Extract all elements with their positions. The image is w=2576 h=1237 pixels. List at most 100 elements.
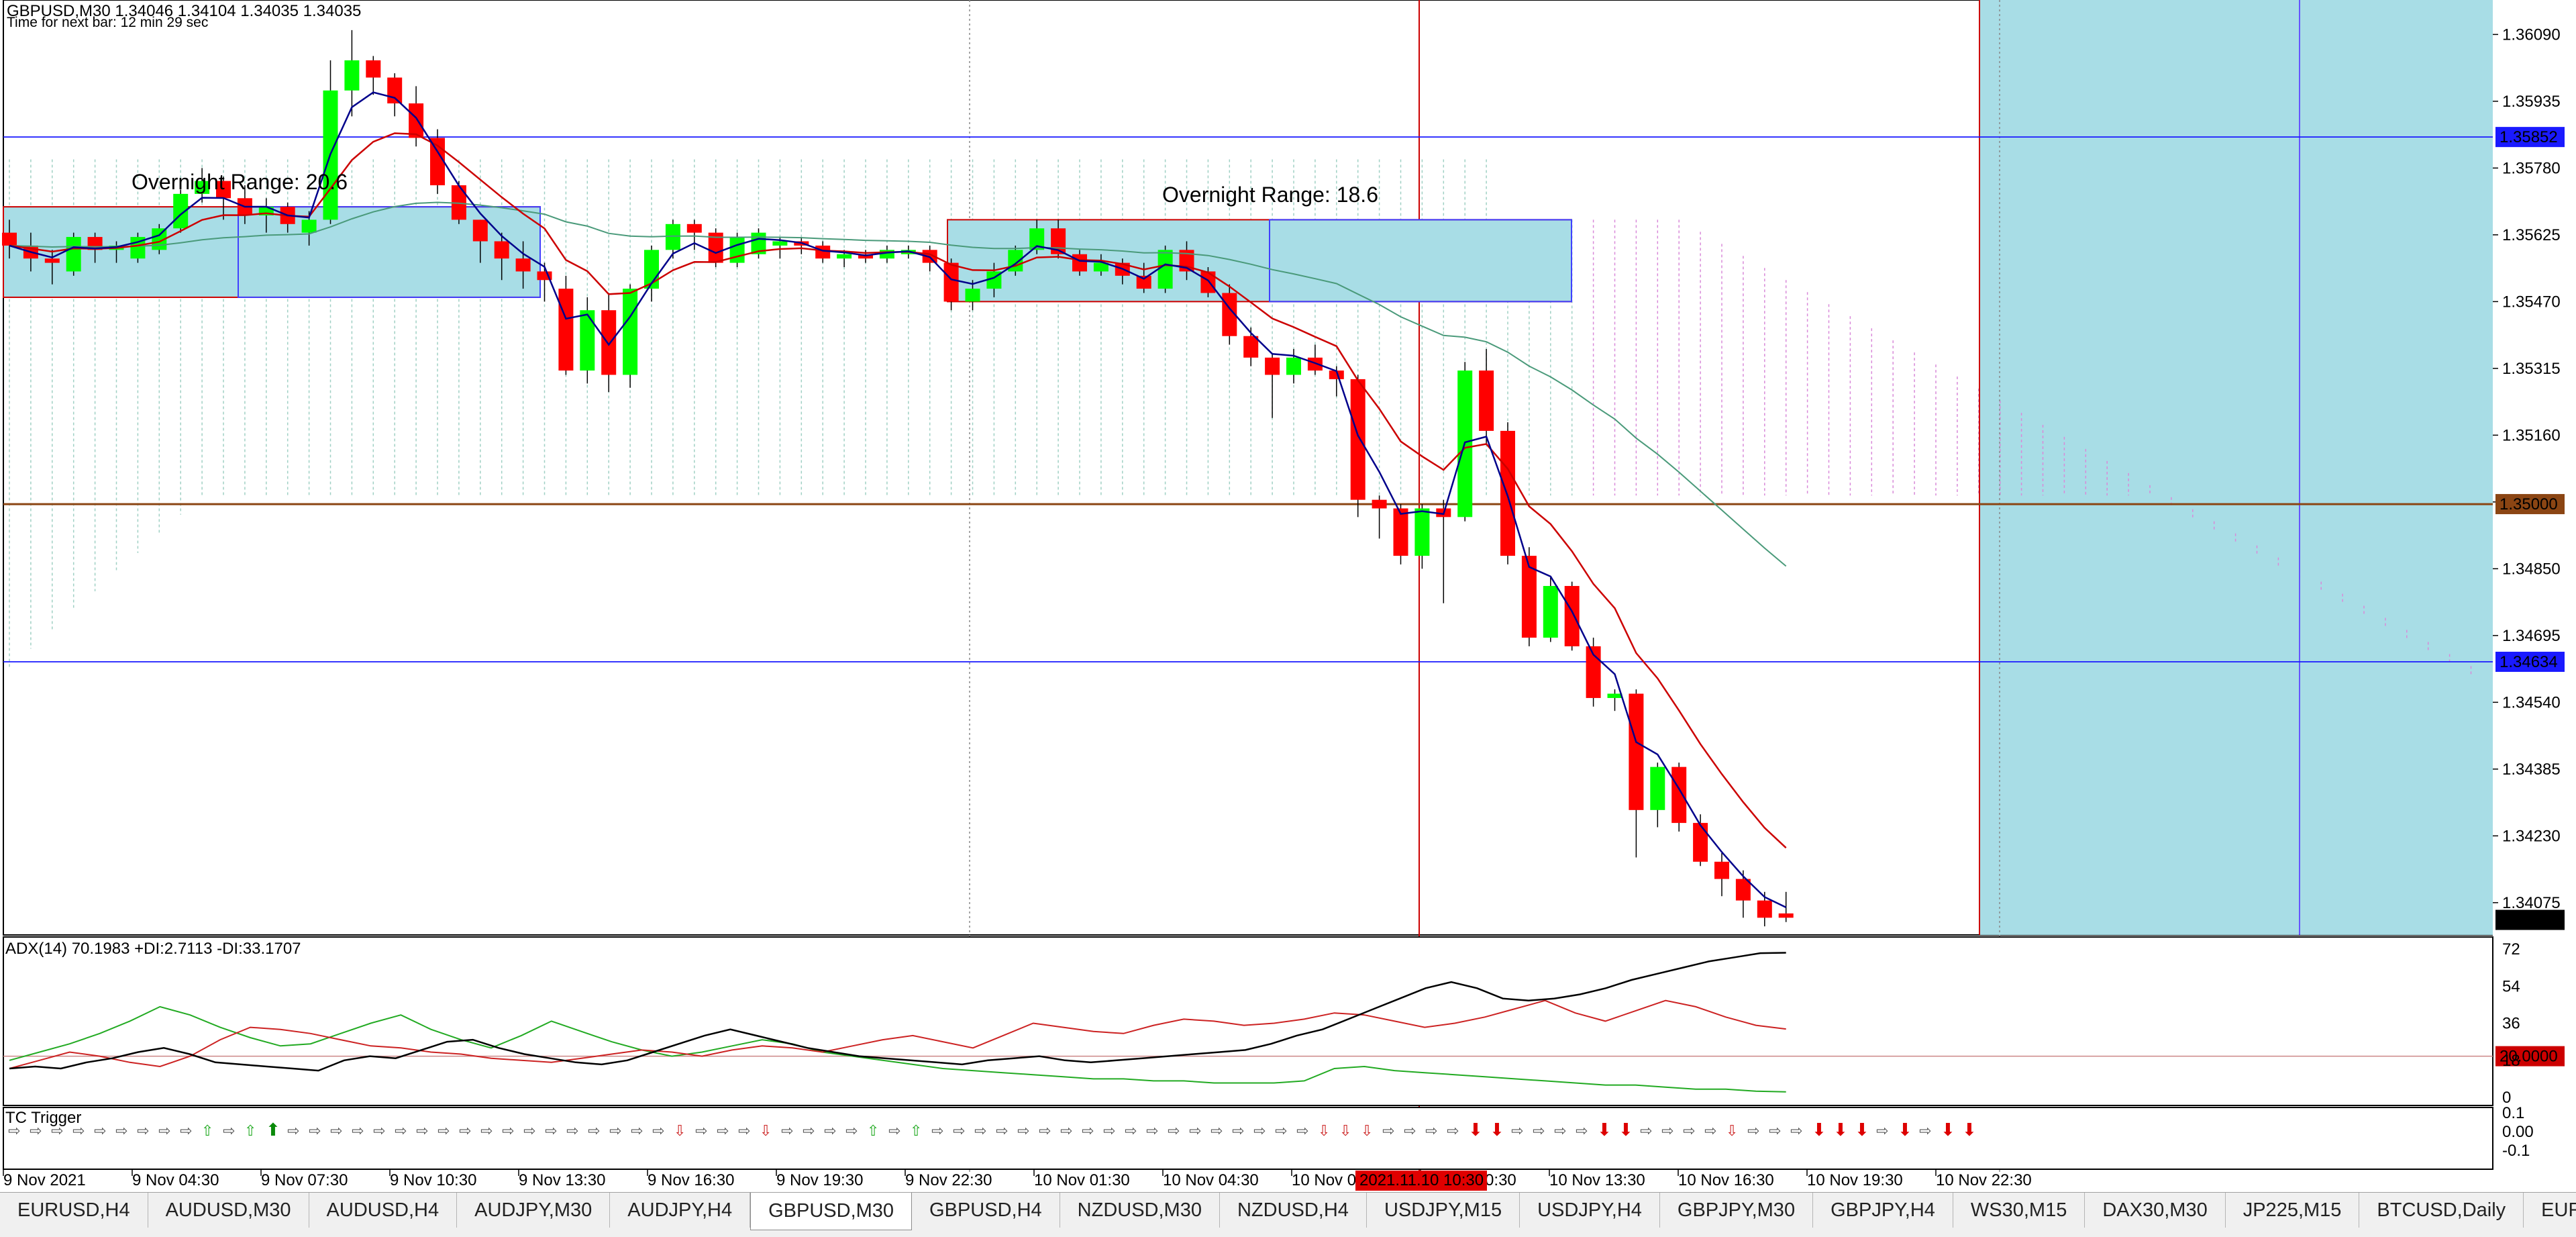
bull-candle — [1650, 766, 1665, 810]
bear-candle — [1757, 900, 1772, 918]
tc-arrow-icon: ⇨ — [1146, 1123, 1158, 1140]
symbol-tab[interactable]: EURUSD,H4 — [0, 1193, 148, 1228]
tc-arrow-icon: ⬆ — [266, 1120, 280, 1140]
tc-arrow-icon: ⇨ — [845, 1123, 858, 1140]
symbol-tab[interactable]: WS30,M15 — [1953, 1193, 2085, 1228]
tc-panel: 0.10.00-0.1 ⇨ ⇨ ⇨ ⇨ ⇨ ⇨ ⇨ ⇨ ⇨ ⇧ ⇨ ⇧ ⬆ ⇨ ⇨ ⇨ ⇨ ⇨ ⇨ ⇨ ⇨ ⇨ ⇨ ⇨ ⇨ ⇨ ⇨ ⇨ ⇨… — [3, 1104, 2534, 1170]
price-tick-label: 1.34075 — [2502, 894, 2561, 912]
symbol-tab[interactable]: BTCUSD,Daily — [2359, 1193, 2524, 1228]
symbol-tab[interactable]: AUDJPY,H4 — [610, 1193, 751, 1228]
bull-candle — [1093, 262, 1109, 272]
tc-arrow-icon: ⬇ — [1618, 1120, 1633, 1140]
symbol-tab[interactable]: USDJPY,M15 — [1367, 1193, 1521, 1228]
time-tick-label: 10 Nov 13:30 — [1549, 1171, 1645, 1189]
tc-arrow-icon: ⇨ — [502, 1123, 514, 1140]
symbol-tab[interactable]: AUDUSD,M30 — [148, 1193, 309, 1228]
bear-candle — [558, 289, 574, 371]
time-tick-label: 10 Nov 01:30 — [1034, 1171, 1130, 1189]
tc-arrow-icon: ⇧ — [201, 1123, 213, 1140]
symbol-tab[interactable]: NZDUSD,M30 — [1060, 1193, 1220, 1228]
bull-candle — [965, 289, 980, 302]
tc-arrow-icon: ⇨ — [1790, 1123, 1802, 1140]
price-tick-label: 1.35935 — [2502, 93, 2561, 111]
candles — [2, 30, 1794, 927]
symbol-header: GBPUSD,M30 1.34046 1.34104 1.34035 1.340… — [7, 2, 361, 20]
price-tick-label: 1.35780 — [2502, 159, 2561, 177]
symbol-tab[interactable]: GBPUSD,H4 — [912, 1193, 1060, 1228]
symbol-tab[interactable]: AUDUSD,H4 — [309, 1193, 458, 1228]
chart-canvas[interactable]: 1.36090 1.35935 1.35780 1.35625 1.35470 1.353… — [0, 0, 2576, 1198]
tc-arrow-icon: ⇨ — [1769, 1123, 1781, 1140]
price-tick-label: 1.34695 — [2502, 627, 2561, 645]
tc-arrow-icon: ⇨ — [824, 1123, 836, 1140]
tc-arrow-icon: ⇨ — [1039, 1123, 1051, 1140]
symbol-tab[interactable]: AUDJPY,M30 — [457, 1193, 611, 1228]
symbol-tab-bar: EURUSD,H4 AUDUSD,M30 AUDUSD,H4 AUDJPY,M30 AU… — [0, 1192, 2576, 1237]
tc-arrow-icon: ⇨ — [1661, 1123, 1673, 1140]
bear-candle — [1671, 766, 1687, 824]
tc-arrow-icon: ⇨ — [223, 1123, 235, 1140]
bear-candle — [44, 258, 60, 263]
tc-arrow-icon: ⬇ — [1855, 1120, 1869, 1140]
symbol-tab[interactable]: NZDUSD,H4 — [1220, 1193, 1367, 1228]
price-tick-label: 1.34850 — [2502, 560, 2561, 578]
tc-arrow-icon: ⬇ — [1468, 1120, 1483, 1140]
bull-candle — [344, 60, 360, 91]
price-tick-label: 1.34385 — [2502, 760, 2561, 779]
bear-candle — [409, 103, 424, 138]
price-tick-label: 1.36090 — [2502, 26, 2561, 44]
tc-arrow-icon: ⇨ — [459, 1123, 471, 1140]
tc-arrow-icon: ⇨ — [437, 1123, 450, 1140]
symbol-tab[interactable]: USDJPY,H4 — [1520, 1193, 1660, 1228]
tc-arrow-icon: ⇨ — [566, 1123, 578, 1140]
tc-arrow-icon: ⇨ — [1125, 1123, 1137, 1140]
symbol-tab[interactable]: JP225,M15 — [2226, 1193, 2360, 1228]
time-tick-label: 10 Nov 22:30 — [1936, 1171, 2032, 1189]
bear-candle — [472, 219, 488, 242]
bull-candle — [623, 289, 638, 375]
tc-arrow-icon: ⇨ — [416, 1123, 428, 1140]
symbol-tab[interactable]: GBPJPY,M30 — [1660, 1193, 1814, 1228]
price-tick-label: 1.35160 — [2502, 426, 2561, 444]
bear-candle — [494, 241, 509, 259]
tc-arrow-icon: ⇨ — [1060, 1123, 1072, 1140]
overnight-range-box-1b — [238, 206, 541, 298]
price-marker-badge — [2495, 652, 2565, 673]
bear-candle — [216, 181, 231, 199]
bear-candle — [1136, 275, 1151, 289]
time-tick-label: 9 Nov 22:30 — [905, 1171, 992, 1189]
tc-arrow-icon: ⇨ — [717, 1123, 729, 1140]
bear-candle — [515, 258, 531, 272]
tc-arrow-icon: ⇨ — [1447, 1123, 1459, 1140]
tc-arrow-icon: ⇨ — [781, 1123, 793, 1140]
tc-arrow-icon: ⇨ — [523, 1123, 535, 1140]
symbol-tab[interactable]: DAX30,M30 — [2085, 1193, 2226, 1228]
symbol-tab[interactable]: EURU — [2524, 1193, 2576, 1228]
overnight-range-box-1 — [3, 206, 541, 298]
tc-tick-label: -0.1 — [2502, 1142, 2530, 1160]
adx-line — [9, 952, 1786, 1072]
bull-candle — [1157, 250, 1173, 289]
tc-arrow-icon: ⇨ — [1511, 1123, 1523, 1140]
tc-title: TC Trigger — [5, 1109, 81, 1127]
bear-candle — [1521, 556, 1537, 638]
bull-candle — [580, 310, 595, 371]
minus-di-line — [9, 999, 1786, 1069]
symbol-tab[interactable]: GBPJPY,H4 — [1813, 1193, 1953, 1228]
symbol-tab[interactable]: GBPUSD,M30 — [750, 1193, 913, 1230]
tc-arrow-icon: ⇧ — [867, 1123, 879, 1140]
tc-arrow-icon: ⇩ — [674, 1123, 686, 1140]
bull-candle — [1286, 357, 1301, 375]
crosshair-time-badge — [1355, 1171, 1487, 1191]
price-tick-label: 1.34230 — [2502, 827, 2561, 845]
ema-slow-line — [9, 201, 1787, 567]
tc-arrow-icon: ⇨ — [1296, 1123, 1308, 1140]
tc-arrow-icon: ⇨ — [1103, 1123, 1115, 1140]
bear-candle — [451, 185, 466, 220]
tc-arrow-icon: ⇨ — [974, 1123, 986, 1140]
tc-arrow-icon: ⇨ — [1554, 1123, 1566, 1140]
bear-candle — [387, 77, 403, 104]
tc-arrow-icon: ⇨ — [373, 1123, 385, 1140]
adx-tick-label: 36 — [2502, 1015, 2520, 1033]
crosshair-time-label: 2021.11.10 10:30 — [1359, 1171, 1484, 1189]
